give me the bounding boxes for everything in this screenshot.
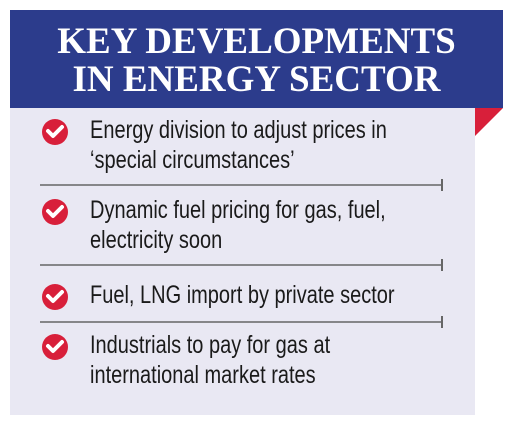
item-text: ‘special circumstances’ [90,146,295,174]
check-icon [42,199,68,225]
item-text: Fuel, LNG import by private sector [90,281,395,309]
check-icon [42,119,68,145]
separator [40,179,443,191]
item-text: Dynamic fuel pricing for gas, fuel, [90,196,386,224]
separator [40,259,443,271]
header: KEY DEVELOPMENTS IN ENERGY SECTOR [10,10,503,108]
check-icon [42,284,68,310]
check-icon [42,334,68,360]
list-panel [10,108,475,415]
item-text: Energy division to adjust prices in [90,116,387,144]
item-text: Industrials to pay for gas at [90,331,331,359]
title-line: IN ENERGY SECTOR [72,59,441,100]
corner-triangle [475,108,503,136]
item-text: electricity soon [90,226,223,254]
item-text: international market rates [90,361,316,389]
title-line: KEY DEVELOPMENTS [57,21,456,62]
separator [40,316,443,328]
